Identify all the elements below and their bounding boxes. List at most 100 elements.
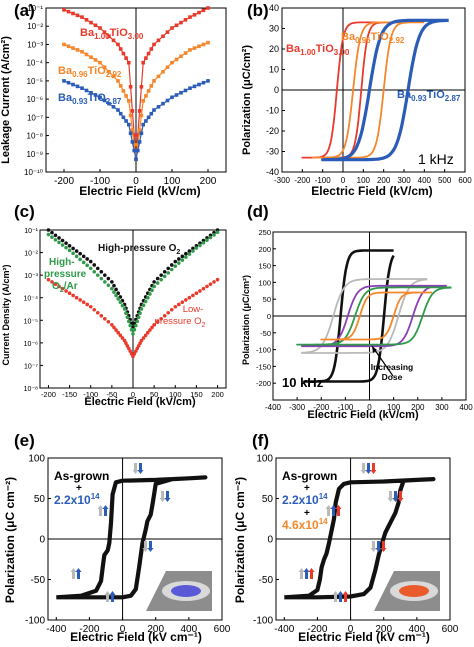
data-point-c <box>145 330 150 335</box>
data-point-c <box>126 346 131 351</box>
y-tick-label-d: -50 <box>260 329 271 338</box>
data-point-a <box>146 115 151 120</box>
data-point-a <box>130 109 135 113</box>
x-tick-label-b: 0 <box>341 176 346 185</box>
data-point-c <box>116 330 121 335</box>
data-point-c <box>138 341 142 346</box>
legend-text-f: + <box>304 508 310 519</box>
arrow-icon <box>142 548 149 552</box>
x-tick-label-c: -200 <box>41 390 56 399</box>
y-tick-label-d: 50 <box>263 295 271 304</box>
data-point-a <box>66 9 71 14</box>
data-point-a <box>118 111 123 116</box>
y-tick-label-a: 10⁻⁴ <box>26 59 43 68</box>
y-tick-label-c: 10⁻⁷ <box>24 363 38 370</box>
data-point-a <box>111 105 116 109</box>
data-point-c <box>169 307 174 312</box>
data-point-c <box>180 300 185 305</box>
x-tick-label-c: 0 <box>131 390 135 399</box>
data-point-c <box>205 284 209 289</box>
data-point-a <box>80 49 84 54</box>
y-tick-label-a: 10⁻⁷ <box>27 113 43 122</box>
arrow-icon <box>339 595 342 602</box>
chart-d: -400 -300 -200 -100 0 100 200 300 400 -200 -150 -10… <box>256 228 473 412</box>
data-point-a <box>89 90 93 95</box>
y-tick-label-c: 10⁻⁶ <box>24 341 38 348</box>
arrow-icon <box>330 505 337 509</box>
x-tick-label-f: 0 <box>348 624 354 635</box>
data-point-c <box>88 304 93 309</box>
data-point-c <box>88 259 93 264</box>
y-tick-label-b: 10 <box>269 65 279 75</box>
y-tick-label-a: 10⁻⁶ <box>27 95 43 104</box>
data-point-a <box>128 131 133 136</box>
data-point-a <box>201 42 206 47</box>
arrow-icon <box>389 491 392 498</box>
arrow-icon <box>77 572 80 579</box>
data-point-c <box>136 344 141 348</box>
y-tick-label-b: 0 <box>274 85 279 95</box>
xlabel-c: Electric Field (kV/cm) <box>84 396 196 408</box>
data-point-a <box>84 52 89 57</box>
data-point-a <box>146 89 151 93</box>
data-point-c <box>92 269 97 274</box>
legend-text-e: As-grown <box>54 469 109 483</box>
data-point-c <box>180 254 185 259</box>
data-point-a <box>121 51 126 56</box>
y-tick-label-a: 10⁻² <box>27 22 43 31</box>
x-tick-label-a: 200 <box>200 176 217 187</box>
data-point-c <box>212 233 216 237</box>
data-point-a <box>121 115 126 120</box>
x-tick-label-e: -400 <box>46 624 66 635</box>
data-point-a <box>62 8 66 12</box>
data-point-c <box>187 295 192 300</box>
data-point-a <box>93 23 98 28</box>
data-point-a <box>118 84 123 88</box>
y-tick-label-a: 10⁻⁵ <box>27 77 43 86</box>
legend-text-f: + <box>304 483 310 494</box>
hysteresis-loop-e <box>56 475 208 600</box>
data-point-c <box>141 303 146 308</box>
data-point-a <box>197 44 201 49</box>
data-point-a <box>107 101 111 106</box>
legend-text-e: 2.2x1014 <box>54 492 100 507</box>
y-tick-label-b: -20 <box>266 126 279 136</box>
y-tick-label-a: 10⁻⁸ <box>27 132 44 141</box>
data-point-c <box>150 288 154 292</box>
data-point-a <box>71 46 75 50</box>
data-point-a <box>141 99 145 103</box>
data-point-a <box>132 142 136 147</box>
arrow-icon <box>298 568 305 572</box>
data-point-c <box>191 249 195 253</box>
data-point-c <box>191 246 195 251</box>
panel-a: (a) Electric Field (kV/cm) Leakage Curre… <box>0 1 201 198</box>
data-point-c <box>148 292 152 296</box>
y-tick-label-b: 40 <box>269 3 279 13</box>
data-point-a <box>174 23 179 28</box>
data-point-c <box>122 338 127 343</box>
data-point-c <box>106 276 111 281</box>
x-tick-label-b: 200 <box>377 176 391 185</box>
data-point-c <box>99 313 104 318</box>
data-point-a <box>183 88 188 93</box>
hysteresis-loop-d <box>296 286 452 346</box>
data-point-a <box>183 18 188 22</box>
data-point-a <box>98 60 102 65</box>
legend-text-f: 4.6x1014 <box>282 517 328 532</box>
x-tick-label-d: -400 <box>265 403 282 412</box>
x-tick-label-b: 400 <box>418 176 432 185</box>
data-point-c <box>159 273 163 277</box>
data-point-c <box>67 248 72 253</box>
data-point-c <box>81 254 86 259</box>
y-tick-label-e: 100 <box>28 454 45 465</box>
data-point-c <box>106 283 111 288</box>
x-tick-label-f: 400 <box>409 624 426 635</box>
x-tick-label-e: 400 <box>181 624 198 635</box>
data-point-c <box>126 319 131 324</box>
y-tick-label-a: 10⁻¹ <box>27 4 43 13</box>
data-point-a <box>152 79 156 83</box>
x-tick-label-d: 400 <box>459 403 473 412</box>
data-point-a <box>137 109 142 113</box>
panel-e: (e) Electric Field (kV cm⁻¹) Polarizatio… <box>3 431 202 644</box>
arrow-icon <box>370 470 377 474</box>
